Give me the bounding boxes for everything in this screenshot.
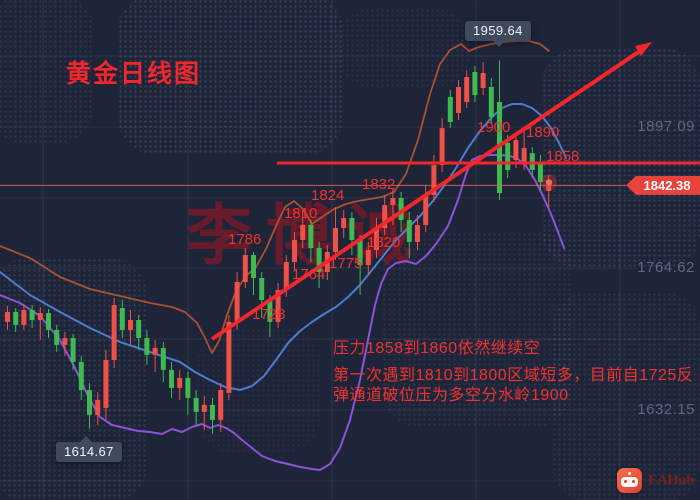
candlestick-chart-canvas[interactable] (0, 0, 700, 500)
gold-daily-chart-root: 李博诚 黄金日线图 压力1858到1860依然继续空 第一次遇到1810到180… (0, 0, 700, 500)
